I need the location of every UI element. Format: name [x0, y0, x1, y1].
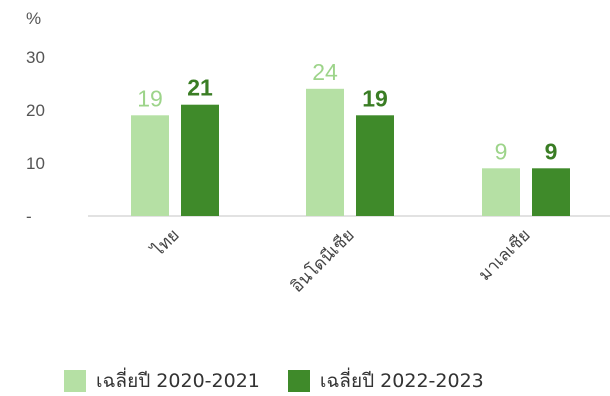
- legend-swatch-series-2: [287, 370, 310, 392]
- y-axis-unit-label: %: [26, 9, 41, 28]
- y-tick-label: 30: [26, 48, 45, 67]
- legend-item-series-1: เฉลี่ยปี 2020-2021: [64, 366, 260, 396]
- data-label-series-2-1: 19: [362, 85, 388, 111]
- bar-series-2-2: [532, 168, 570, 216]
- y-axis-ticks: - 10 20 30: [26, 48, 45, 226]
- x-category-label: ไทย: [146, 225, 183, 262]
- data-label-series-1-0: 19: [137, 85, 163, 111]
- bars: 19 24 9 21 19 9: [131, 59, 570, 216]
- legend: เฉลี่ยปี 2020-2021 เฉลี่ยปี 2022-2023: [64, 366, 512, 396]
- legend-item-series-2: เฉลี่ยปี 2022-2023: [287, 366, 484, 396]
- bar-series-2-0: [181, 104, 219, 216]
- y-tick-label: 20: [26, 101, 45, 120]
- x-category-label: มาเลเซีย: [475, 225, 534, 284]
- bar-series-1-1: [306, 88, 344, 216]
- data-label-series-1-2: 9: [495, 138, 508, 164]
- legend-swatch-series-1: [64, 370, 86, 392]
- data-label-series-2-2: 9: [545, 138, 558, 164]
- bar-series-2-1: [356, 115, 394, 216]
- x-category-label: อินโดนีเซีย: [286, 225, 357, 296]
- bar-series-1-0: [131, 115, 169, 216]
- data-label-series-2-0: 21: [187, 75, 213, 101]
- legend-label-series-2: เฉลี่ยปี 2022-2023: [319, 370, 484, 392]
- x-axis-labels: ไทย อินโดนีเซีย มาเลเซีย: [146, 225, 534, 296]
- y-tick-label: 10: [26, 154, 45, 173]
- data-label-series-1-1: 24: [312, 59, 338, 85]
- bar-series-1-2: [482, 168, 520, 216]
- y-tick-label: -: [26, 207, 32, 226]
- legend-label-series-1: เฉลี่ยปี 2020-2021: [96, 370, 260, 392]
